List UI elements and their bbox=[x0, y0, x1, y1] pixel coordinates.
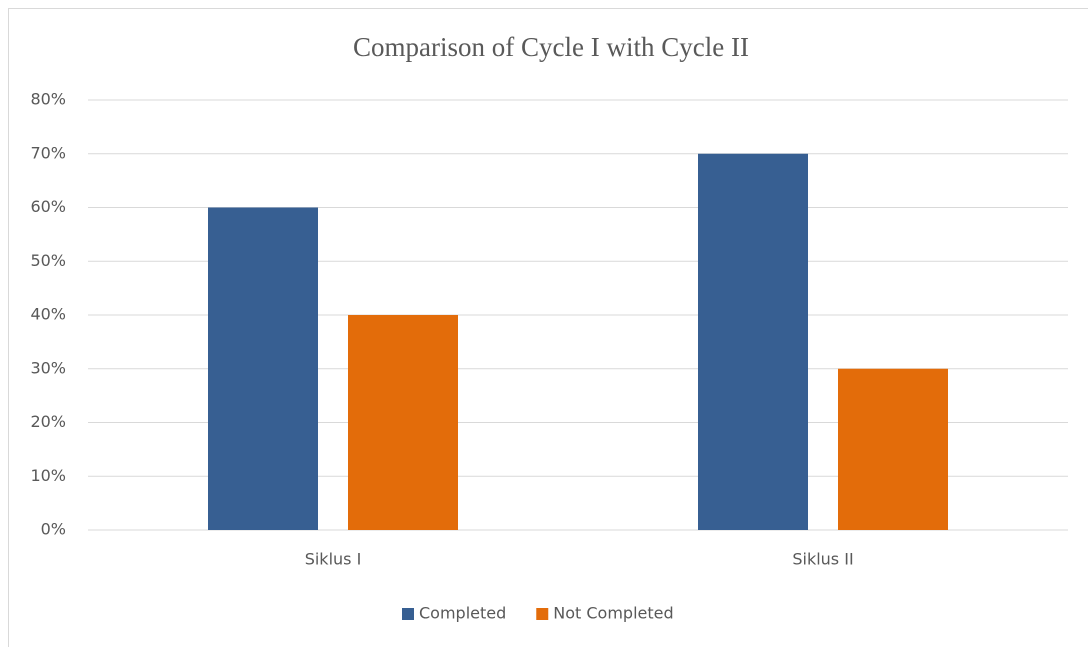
legend-label: Not Completed bbox=[553, 604, 673, 623]
chart-title: Comparison of Cycle I with Cycle II bbox=[353, 32, 749, 62]
y-tick-label: 80% bbox=[30, 90, 66, 109]
x-tick-label: Siklus II bbox=[792, 550, 853, 569]
bar bbox=[838, 368, 948, 530]
y-tick-label: 60% bbox=[30, 197, 66, 216]
bar bbox=[208, 207, 318, 530]
y-tick-label: 30% bbox=[30, 358, 66, 377]
bar bbox=[698, 153, 808, 530]
legend-swatch bbox=[536, 608, 549, 620]
y-tick-label: 20% bbox=[30, 412, 66, 431]
legend-swatch bbox=[402, 608, 414, 620]
chart-frame bbox=[8, 8, 1088, 647]
bar bbox=[348, 315, 458, 530]
y-tick-label: 70% bbox=[30, 143, 66, 162]
y-tick-label: 0% bbox=[41, 520, 66, 539]
y-tick-label: 40% bbox=[30, 305, 66, 324]
y-tick-label: 50% bbox=[30, 251, 66, 270]
legend-label: Completed bbox=[419, 604, 506, 623]
x-tick-label: Siklus I bbox=[305, 550, 362, 569]
y-tick-label: 10% bbox=[30, 466, 66, 485]
